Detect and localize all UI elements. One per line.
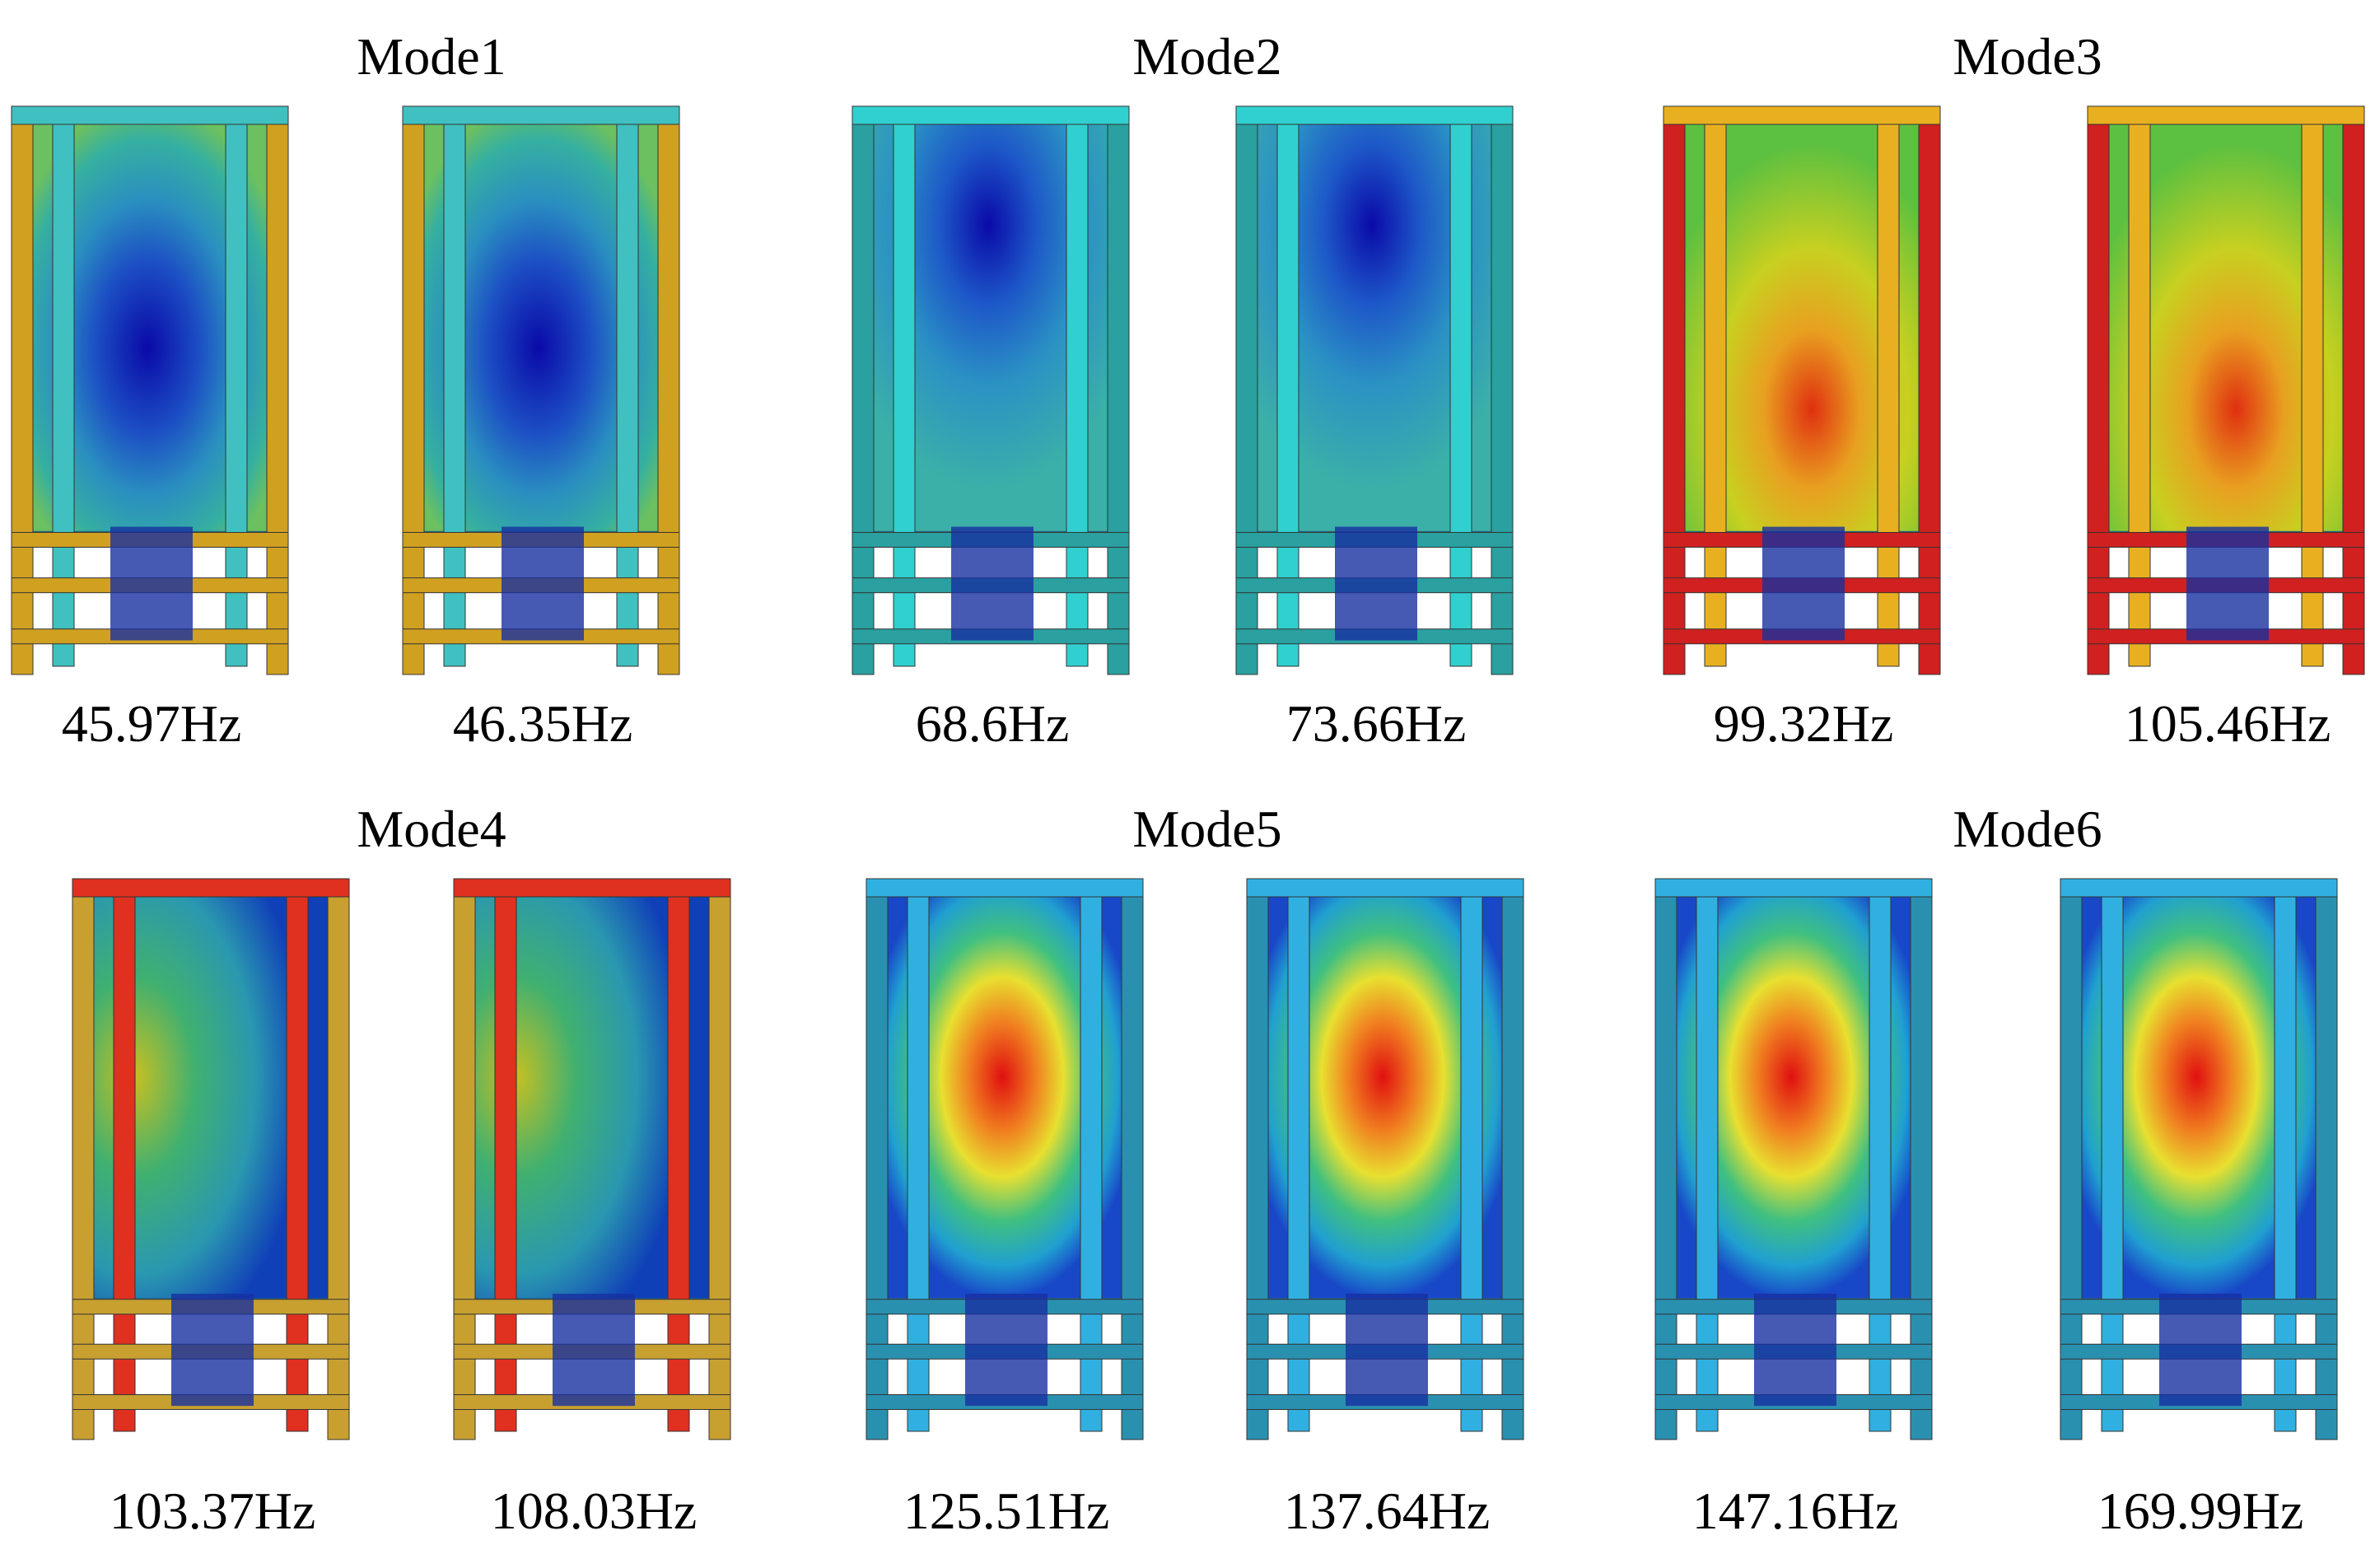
mode-shape: [1246, 878, 1524, 1440]
mode-shape: [1663, 105, 1941, 675]
post: [1080, 894, 1103, 1432]
base-block: [502, 526, 584, 641]
frequency-label: 169.99Hz: [2097, 1482, 2304, 1540]
base-block: [171, 1293, 254, 1407]
top-bar: [2087, 105, 2365, 125]
post: [443, 122, 466, 667]
post: [1696, 894, 1719, 1432]
base-block: [1346, 1293, 1428, 1407]
frequency-label: 137.64Hz: [1284, 1482, 1491, 1540]
top-bar: [2060, 878, 2338, 898]
top-bar: [1654, 878, 1933, 898]
top-bar: [453, 878, 731, 898]
mode-shape: [1235, 105, 1514, 675]
post: [1460, 894, 1483, 1432]
frequency-label: 103.37Hz: [110, 1482, 316, 1540]
post: [1704, 122, 1727, 667]
frequency-label: 125.51Hz: [903, 1482, 1110, 1540]
post: [1877, 122, 1900, 667]
post: [113, 894, 136, 1432]
frequency-label: 45.97Hz: [62, 694, 242, 753]
top-bar: [72, 878, 350, 898]
post: [225, 122, 248, 667]
post: [1449, 122, 1472, 667]
post: [907, 894, 930, 1432]
post: [616, 122, 639, 667]
base-block: [1762, 526, 1845, 641]
mode-title: Mode5: [1132, 800, 1281, 858]
base-block: [2159, 1293, 2242, 1407]
top-bar: [11, 105, 289, 125]
post: [2301, 122, 2324, 667]
mode-shape: [852, 105, 1130, 675]
top-bar: [1663, 105, 1941, 125]
frequency-label: 108.03Hz: [491, 1482, 698, 1540]
mode-shape: [2060, 878, 2338, 1440]
base-block: [951, 526, 1034, 641]
mode-shape: [72, 878, 350, 1440]
base-block: [1754, 1293, 1836, 1407]
base-block: [1335, 526, 1417, 641]
mode-shape: [453, 878, 731, 1440]
frequency-label: 147.16Hz: [1692, 1482, 1899, 1540]
mode-title: Mode2: [1132, 27, 1281, 86]
post: [52, 122, 75, 667]
top-bar: [1246, 878, 1524, 898]
base-block: [110, 526, 193, 641]
base-block: [553, 1293, 635, 1407]
post: [1066, 122, 1089, 667]
mode-shape: [11, 105, 289, 675]
frequency-label: 73.66Hz: [1286, 694, 1467, 753]
mode-title: Mode6: [1953, 800, 2102, 858]
base-block: [2186, 526, 2269, 641]
post: [1869, 894, 1892, 1432]
mode-title: Mode3: [1953, 27, 2102, 86]
post: [1287, 894, 1310, 1432]
post: [893, 122, 916, 667]
base-block: [965, 1293, 1048, 1407]
post: [667, 894, 690, 1432]
mode-shapes: [11, 105, 2365, 1440]
post: [494, 894, 517, 1432]
top-bar: [852, 105, 1130, 125]
top-bar: [402, 105, 680, 125]
mode-shape: [866, 878, 1144, 1440]
frequency-label: 99.32Hz: [1714, 694, 1894, 753]
frequency-label: 105.46Hz: [2125, 694, 2331, 753]
top-bar: [1235, 105, 1514, 125]
mode-shape: [402, 105, 680, 675]
mode-shape: [1654, 878, 1933, 1440]
post: [2128, 122, 2151, 667]
top-bar: [866, 878, 1144, 898]
mode-title: Mode4: [357, 800, 506, 858]
mode-shape: [2087, 105, 2365, 675]
mode-title: Mode1: [357, 27, 506, 86]
frequency-label: 46.35Hz: [453, 694, 633, 753]
frequency-label: 68.6Hz: [916, 694, 1070, 753]
